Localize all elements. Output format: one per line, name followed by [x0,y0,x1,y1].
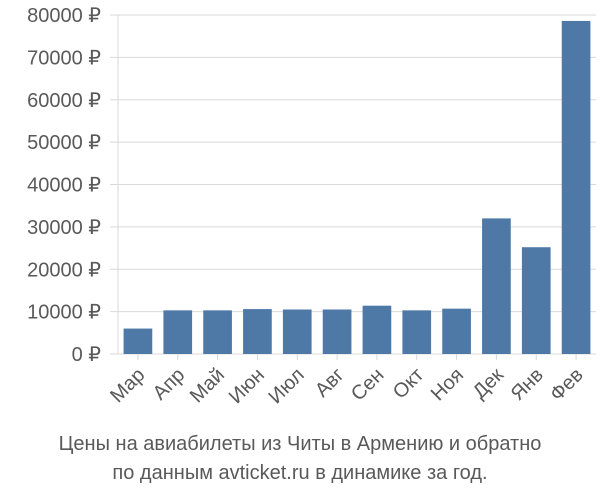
bar [243,309,272,354]
y-tick-label: 30000 ₽ [27,217,101,239]
x-tick-label: Май [186,364,229,407]
bar [362,305,392,354]
y-tick-label: 20000 ₽ [27,259,101,281]
bar [322,309,352,354]
bar [163,310,193,354]
y-tick-labels: 0 ₽ 10000 ₽ 20000 ₽ 30000 ₽ 40000 ₽ 50000 ₽ 60… [27,5,101,366]
y-tick-label: 80000 ₽ [27,5,101,27]
bar [521,247,551,354]
bar [442,308,471,354]
bar [402,310,432,354]
chart-caption: Цены на авиабилеты из Читы в Армению и о… [0,430,600,488]
x-tick-label: Авг [311,364,349,402]
y-tick-label: 0 ₽ [72,344,102,366]
caption-line-2: по данным avticket.ru в динамике за год. [112,462,488,484]
x-tick-label: Июн [225,364,269,408]
y-tick-label: 10000 ₽ [27,302,101,324]
x-tick-label: Янв [507,364,548,405]
bar [123,328,153,354]
x-tick-label: Дек [469,364,508,403]
y-tick-label: 50000 ₽ [27,132,101,154]
bars [123,20,591,355]
y-tick-label: 60000 ₽ [27,90,101,112]
bar [282,309,312,354]
x-tick-label: Апр [149,364,190,405]
caption-line-1: Цены на авиабилеты из Читы в Армению и о… [58,433,542,455]
x-tick-label: Фев [546,364,588,406]
y-tick-label: 70000 ₽ [27,47,101,69]
bar [561,20,591,355]
bar-chart: 0 ₽ 10000 ₽ 20000 ₽ 30000 ₽ 40000 ₽ 50000 ₽ 60… [27,5,596,408]
x-tick-label: Сен [347,364,388,405]
bar [482,218,511,354]
x-tick-label: Ноя [427,364,468,405]
x-tick-label: Июл [265,364,309,408]
bar [203,310,232,354]
y-tick-label: 40000 ₽ [27,175,101,197]
x-tick-label: Мар [106,364,149,407]
x-tick-label: Окт [389,364,428,403]
axes [117,15,577,360]
